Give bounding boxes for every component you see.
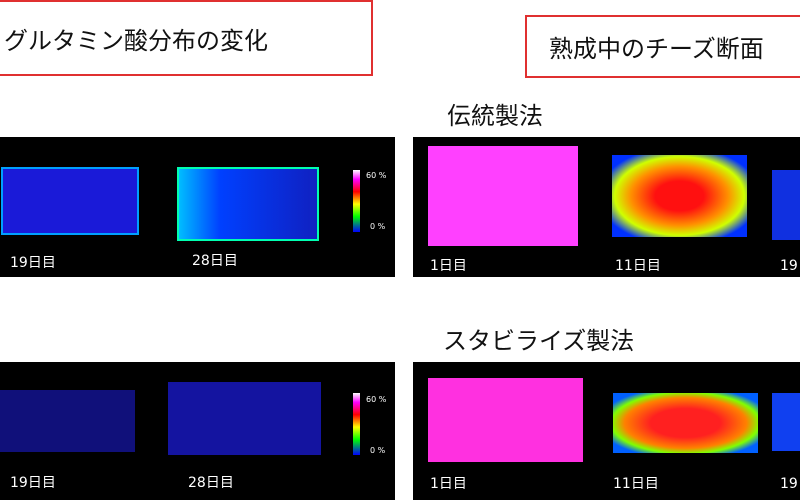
scale-label: 60 % xyxy=(366,171,387,180)
left-title: グルタミン酸分布の変化 xyxy=(0,0,373,76)
section-title: 伝統製法 xyxy=(447,102,543,130)
image-label: 11日目 xyxy=(613,476,659,492)
image-label: 1日目 xyxy=(430,476,467,492)
slice xyxy=(168,382,321,455)
scale-label: 60 % xyxy=(366,395,387,404)
scale-label: 0 % xyxy=(370,446,386,455)
slice xyxy=(612,155,747,237)
slice xyxy=(428,146,578,246)
image-label: 19日目 xyxy=(10,475,56,491)
slice xyxy=(613,393,758,453)
slice xyxy=(772,393,800,451)
image-label: 19 xyxy=(780,258,798,274)
image-label: 28日目 xyxy=(188,475,234,491)
right-title: 熟成中のチーズ断面 xyxy=(525,15,800,78)
slice xyxy=(0,390,135,452)
slice xyxy=(177,167,319,241)
colorbar xyxy=(353,170,360,232)
slice xyxy=(428,378,583,462)
image-label: 11日目 xyxy=(615,258,661,274)
slice xyxy=(1,167,139,235)
image-label: 19 xyxy=(780,476,798,492)
colorbar xyxy=(353,393,360,455)
image-label: 1日目 xyxy=(430,258,467,274)
image-label: 19日目 xyxy=(10,255,56,271)
slice xyxy=(772,170,800,240)
image-label: 28日目 xyxy=(192,253,238,269)
section-title: スタビライズ製法 xyxy=(443,327,635,355)
scale-label: 0 % xyxy=(370,222,386,231)
